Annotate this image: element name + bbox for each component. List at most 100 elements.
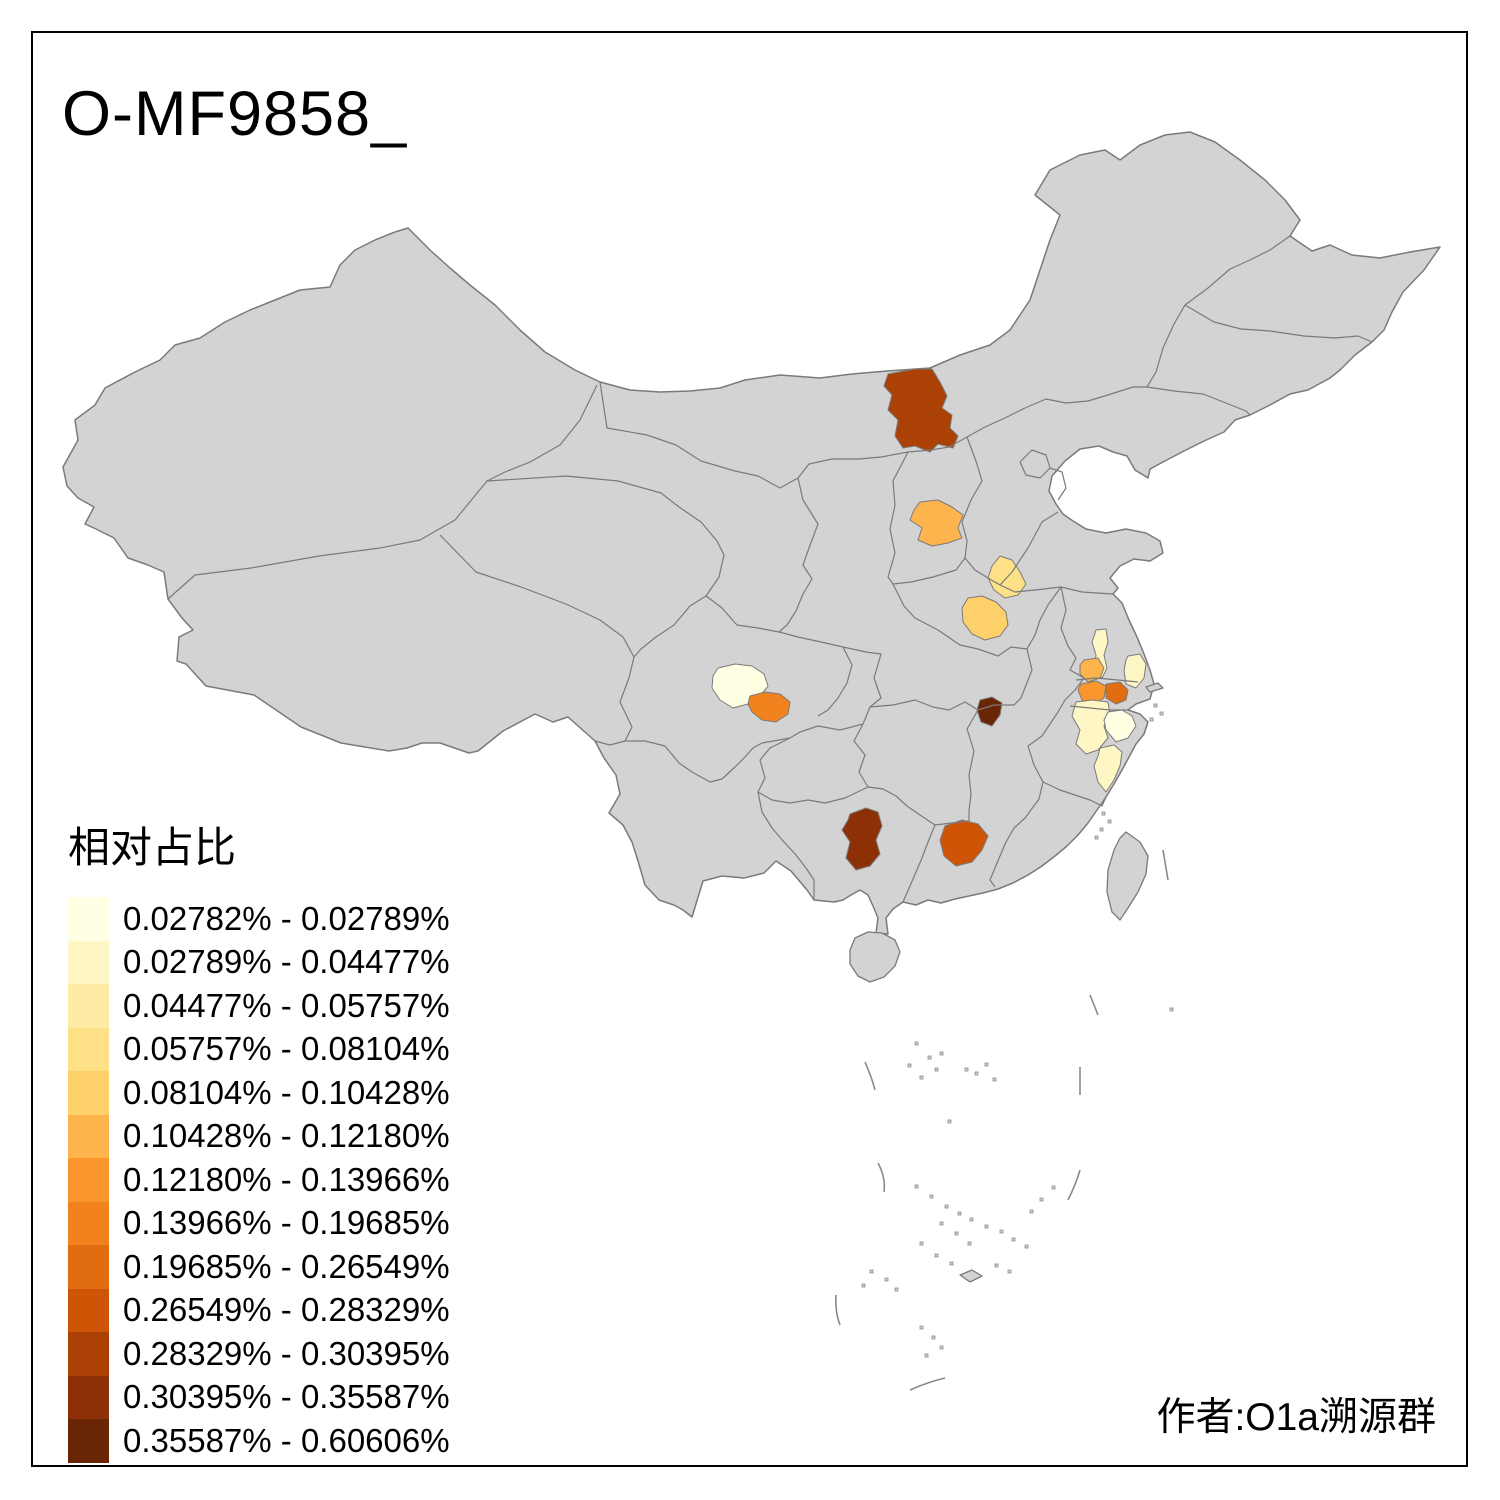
attribution-text: 作者:O1a溯源群 [1156,1396,1436,1439]
legend-item: 0.05757% - 0.08104% [68,1027,450,1071]
province-border [1049,467,1067,501]
legend-label: 0.28329% - 0.30395% [123,1334,450,1372]
highlighted-region-1 [883,368,959,453]
province-border [486,475,725,597]
province-border [887,436,983,585]
sea-islet [934,1253,939,1258]
south-sea-island [959,1269,983,1283]
sea-dash-line [864,1061,876,1091]
legend-label: 0.02782% - 0.02789% [123,899,450,937]
sea-islet [984,1062,989,1067]
province-border [1146,386,1251,416]
sea-islet [1011,1237,1016,1242]
sea-islet [919,1325,924,1330]
sea-islet [1153,703,1158,708]
legend-item: 0.26549% - 0.28329% [68,1288,450,1332]
legend-swatch [68,1114,109,1158]
legend-swatch [68,1245,109,1289]
highlighted-region-16 [841,807,883,871]
taiwan-island [1106,831,1149,921]
highlighted-region-12 [1105,681,1129,705]
legend-item: 0.28329% - 0.30395% [68,1332,450,1376]
sea-dash-line [1067,1169,1081,1201]
legend-title: 相对占比 [68,824,237,871]
province-border [892,583,1062,657]
province-border [757,723,869,804]
sea-islet [894,1287,899,1292]
legend-swatch [68,897,109,941]
province-border [1184,304,1373,343]
legend-swatch [68,1027,109,1071]
sea-islet [992,1077,997,1082]
province-border [167,384,598,600]
province-border [594,656,635,746]
sea-islet [969,1217,974,1222]
sea-islet [984,1224,989,1229]
sea-islet [934,1067,939,1072]
sea-islet [1039,1197,1044,1202]
sea-islet [939,1345,944,1350]
sea-islet [924,1353,929,1358]
legend-item: 0.04477% - 0.05757% [68,984,450,1028]
sea-islet [884,1277,889,1282]
sea-islet [954,1231,959,1236]
legend-swatch [68,1375,109,1419]
sea-islet [931,1335,936,1340]
sea-islet [1107,819,1112,824]
province-border [757,791,815,900]
highlighted-region-13 [1071,699,1111,755]
yangtze-mouth-island [1145,682,1164,693]
highlighted-region-10 [1123,653,1147,689]
legend-label: 0.02789% - 0.04477% [123,943,450,981]
sea-islet [919,1075,924,1080]
figure-title: O-MF9858_ [62,79,408,149]
highlighted-region-4 [961,595,1009,641]
legend-swatch [68,1071,109,1115]
province-border [705,477,819,633]
province-border [934,709,979,826]
province-border [853,723,936,826]
legend-label: 0.10428% - 0.12180% [123,1117,450,1155]
plot-frame [31,31,1468,1467]
legend-label: 0.13966% - 0.19685% [123,1204,450,1242]
legend-item: 0.02789% - 0.04477% [68,940,450,984]
legend-item: 0.10428% - 0.12180% [68,1114,450,1158]
sea-islet [957,1211,962,1216]
province-border [778,631,882,725]
highlighted-region-9 [1079,657,1105,683]
sea-islet [974,1071,979,1076]
sea-islet [861,1283,866,1288]
legend-label: 0.30395% - 0.35587% [123,1378,450,1416]
highlighted-region-7 [976,696,1003,727]
legend-item: 0.30395% - 0.35587% [68,1375,450,1419]
sea-dash-line [1089,994,1099,1016]
legend-label: 0.35587% - 0.60606% [123,1421,450,1459]
legend-swatch [68,1332,109,1376]
sea-islet [1169,1007,1174,1012]
province-border [1075,677,1139,683]
highlighted-region-2 [909,499,964,547]
legend-item: 0.35587% - 0.60606% [68,1419,450,1463]
highlighted-region-14 [1103,709,1137,743]
legend-label: 0.04477% - 0.05757% [123,986,450,1024]
sea-islet [999,1229,1004,1234]
sea-dash-line [835,1294,841,1326]
province-border [633,595,707,658]
legend-label: 0.05757% - 0.08104% [123,1030,450,1068]
province-border [625,737,791,783]
sea-islet [939,1221,944,1226]
legend-item: 0.08104% - 0.10428% [68,1071,450,1115]
sea-islet [1029,1209,1034,1214]
sea-islet [1051,1185,1056,1190]
legend-swatch [68,1201,109,1245]
hainan-island [849,931,901,983]
province-border [1069,705,1128,711]
legend-label: 0.26549% - 0.28329% [123,1291,450,1329]
sea-islet [947,1119,952,1124]
province-border [439,534,635,658]
province-border [869,648,1033,711]
sea-islet [967,1241,972,1246]
sea-islet [914,1184,919,1189]
province-border [1042,781,1107,807]
